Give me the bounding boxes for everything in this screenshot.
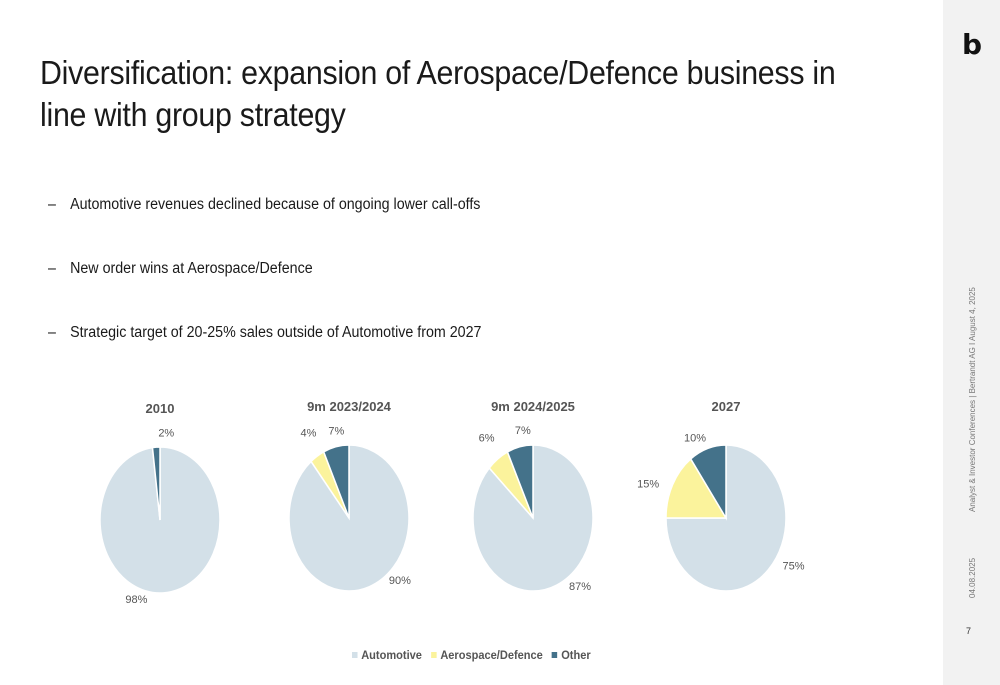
pie-slice-other [322, 444, 350, 519]
pie-value-label: 2% [158, 428, 174, 440]
bullet-dash: – [48, 196, 56, 213]
pie-value-label: 10% [684, 432, 706, 444]
pie-title: 9m 2023/2024 [307, 399, 392, 414]
slide-title: Diversification: expansion of Aerospace/… [40, 54, 836, 133]
pie-value-label: 87% [569, 581, 591, 593]
pie-title: 2010 [146, 401, 175, 416]
pie-title: 2027 [712, 399, 741, 414]
event-footer: Analyst & Investor Conferences | Bertran… [968, 287, 977, 512]
legend-swatch [352, 652, 358, 658]
pie-slice-other [506, 444, 534, 519]
pie-slice-aerospace-defence [665, 457, 728, 519]
sidebar [943, 0, 1000, 685]
legend-swatch [551, 652, 558, 658]
bullet-item: – New order wins at Aerospace/Defence [48, 260, 313, 278]
bullet-item: – Automotive revenues declined because of… [48, 196, 480, 214]
legend-label: Aerospace/Defence [440, 648, 543, 662]
pie-title: 9m 2024/2025 [491, 399, 575, 414]
pie-slice-automotive [665, 444, 787, 592]
pie-value-label: 7% [328, 425, 344, 437]
legend-swatch [431, 652, 437, 658]
bullet-item: – Strategic target of 20-25% sales outsid… [48, 324, 481, 342]
legend-item-aerospace: Aerospace/Defence [431, 648, 543, 662]
pie-value-label: 75% [783, 560, 805, 572]
bullet-text: Automotive revenues declined because of … [70, 196, 481, 213]
pie-value-label: 15% [637, 479, 659, 491]
bertrandt-logo: b [962, 28, 983, 61]
pie-value-label: 6% [479, 432, 495, 444]
page-number: 7 [966, 626, 972, 636]
bullet-text: Strategic target of 20-25% sales outside… [70, 324, 482, 341]
legend-item-other: Other [551, 648, 591, 662]
pie-slice-automotive [288, 444, 410, 592]
pie-value-label: 7% [515, 425, 531, 437]
pie-slice-other [151, 446, 161, 521]
legend-label: Automotive [361, 648, 422, 662]
pie-value-label: 98% [125, 594, 147, 606]
legend-label: Other [561, 648, 591, 662]
date-footer: 04.08.2025 [968, 557, 977, 598]
pie-slice-other [689, 444, 727, 521]
legend-item-automotive: Automotive [352, 648, 422, 662]
bullet-dash: – [48, 324, 56, 341]
pie-value-label: 4% [301, 428, 317, 440]
bullet-text: New order wins at Aerospace/Defence [70, 260, 313, 277]
bullet-dash: – [48, 260, 56, 277]
chart-legend: Automotive Aerospace/Defence Other [352, 648, 591, 662]
pie-charts: 2010 98% 2% 9m 2023/2024 90% 4% 7% 9m 2024/2025… [99, 399, 805, 606]
pie-value-label: 90% [389, 575, 411, 587]
